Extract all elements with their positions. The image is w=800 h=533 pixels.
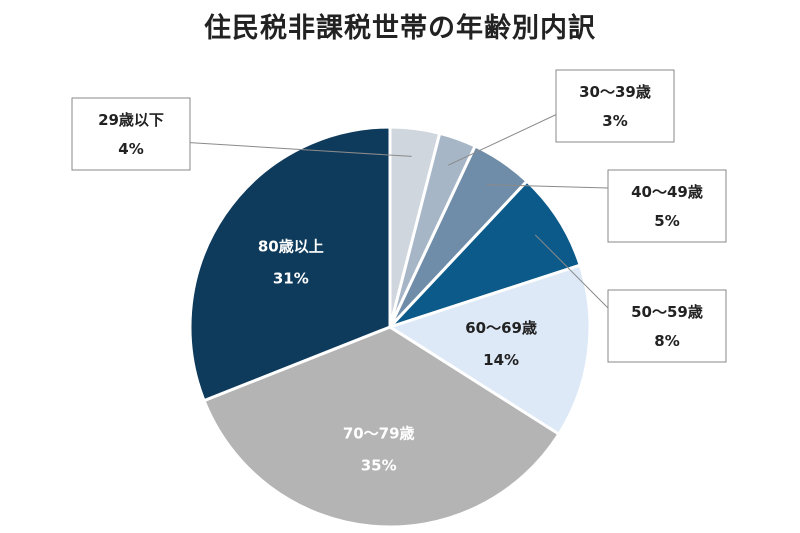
slice-value-0: 4% [118, 140, 143, 158]
callout-box-2 [607, 169, 727, 243]
slice-label-2: 40〜49歳 [631, 183, 703, 201]
callout-box-1 [555, 69, 675, 143]
callout-boxes: 29歳以下 4% 30〜39歳 3% 40〜49歳 5% 50〜59歳 8% [71, 69, 727, 363]
slice-label-6: 80歳以上 [258, 238, 324, 256]
slice-value-4: 14% [483, 351, 519, 369]
pie-slices [188, 125, 592, 529]
pie-slice-4 [388, 263, 592, 436]
slice-value-6: 31% [273, 270, 309, 288]
leader-line-3 [534, 234, 609, 309]
callout-box-0 [71, 97, 191, 171]
slice-value-5: 35% [361, 457, 397, 475]
leader-lines [189, 114, 609, 309]
slice-label-5: 70〜79歳 [343, 425, 415, 443]
callout-box-3 [607, 289, 727, 363]
slice-value-2: 5% [654, 212, 679, 230]
inner-labels: 60〜69歳 14% 70〜79歳 35% 80歳以上 31% [258, 238, 537, 475]
slice-label-4: 60〜69歳 [465, 319, 537, 337]
pie-slice-6 [188, 125, 392, 403]
leader-line-1 [448, 114, 557, 166]
slice-label-1: 30〜39歳 [579, 83, 651, 101]
slice-value-3: 8% [654, 332, 679, 350]
slice-label-0: 29歳以下 [98, 111, 164, 129]
leader-line-2 [486, 184, 609, 189]
slice-label-3: 50〜59歳 [631, 303, 703, 321]
slice-value-1: 3% [602, 112, 627, 130]
leader-line-0 [189, 142, 412, 157]
pie-slice-5 [202, 325, 561, 529]
pie-slice-3 [388, 179, 582, 329]
chart-title: 住民税非課税世帯の年齢別内訳 [204, 13, 596, 44]
